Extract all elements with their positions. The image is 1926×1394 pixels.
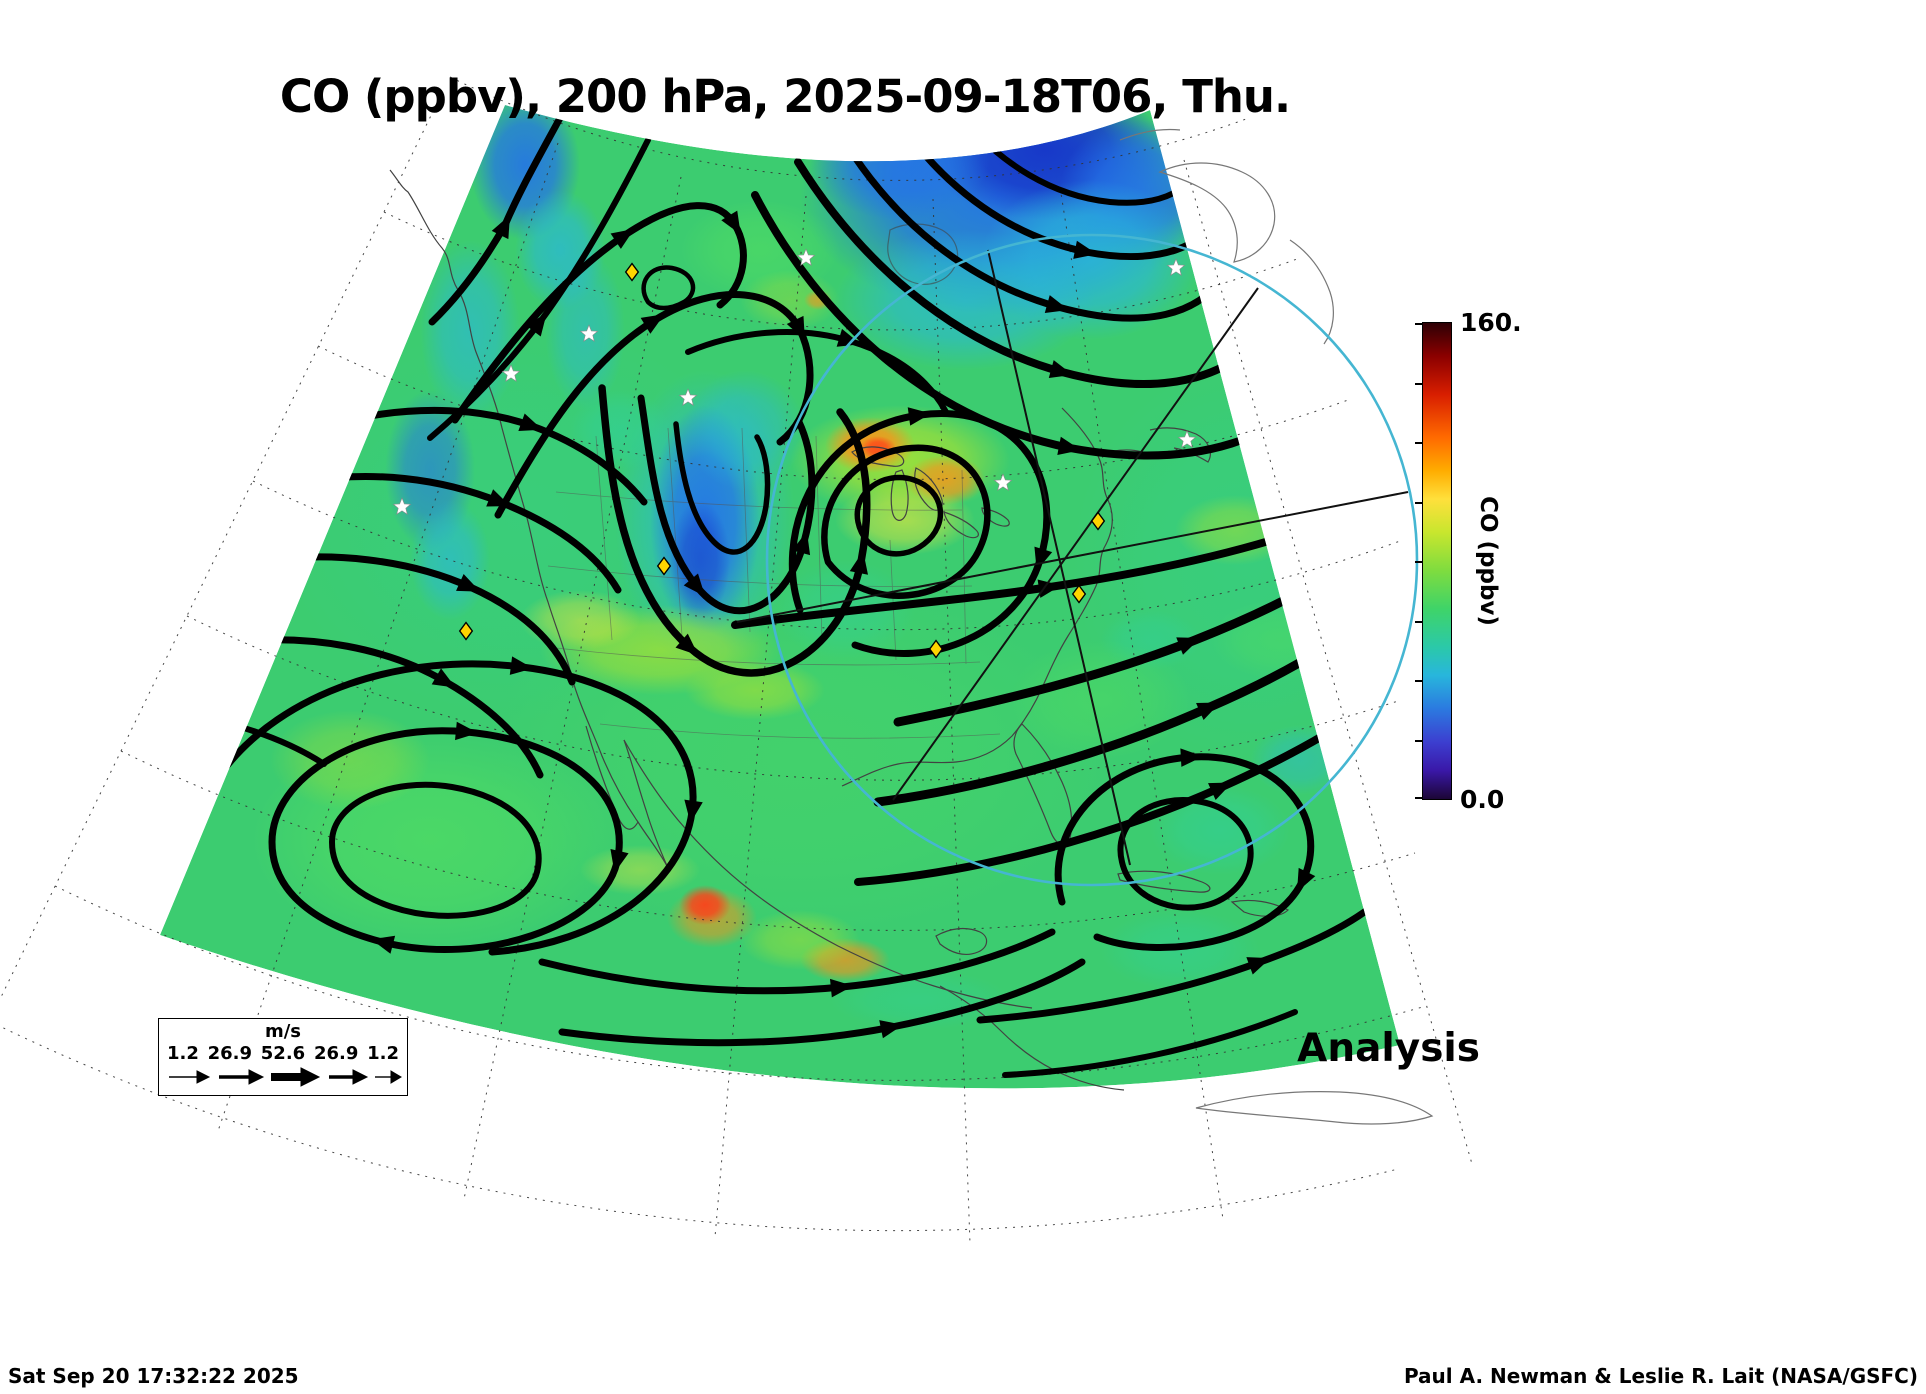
- colorbar-min-label: 0.0: [1460, 785, 1505, 814]
- wind-speed-label: 52.6: [260, 1043, 306, 1064]
- wind-speed-legend: m/s 1.2 26.9 52.6 26.9 1.2: [158, 1018, 408, 1096]
- generated-timestamp: Sat Sep 20 17:32:22 2025: [8, 1364, 299, 1388]
- wind-speed-label: 1.2: [367, 1043, 399, 1064]
- credit-text: Paul A. Newman & Leslie R. Lait (NASA/GS…: [1403, 1364, 1918, 1388]
- wind-streamlines: [193, 114, 1400, 1078]
- colorbar-axis-label: CO (ppbv): [1475, 496, 1501, 626]
- analysis-label: Analysis: [1297, 1026, 1480, 1071]
- cross-section-line: [987, 249, 1131, 866]
- page-title: CO (ppbv), 200 hPa, 2025-09-18T06, Thu.: [279, 70, 1291, 124]
- wind-speed-label: 26.9: [313, 1043, 359, 1064]
- colorbar-gradient: [1415, 322, 1452, 800]
- cross-section-line: [892, 287, 1259, 801]
- wind-legend-values: 1.2 26.9 52.6 26.9 1.2: [159, 1043, 407, 1064]
- graticule: [0, 76, 1473, 1245]
- wind-legend-units: m/s: [264, 1021, 302, 1042]
- cross-section-lines: [736, 249, 1409, 866]
- range-circle: [765, 233, 1419, 887]
- colorbar-max-label: 160.: [1460, 308, 1522, 337]
- wind-speed-label: 1.2: [167, 1043, 199, 1064]
- wind-speed-label: 26.9: [207, 1043, 253, 1064]
- colorbar: 160. 0.0 CO (ppbv): [1415, 308, 1522, 814]
- cross-section-line: [736, 491, 1409, 623]
- wind-speed-arrow-scale: [169, 1067, 402, 1087]
